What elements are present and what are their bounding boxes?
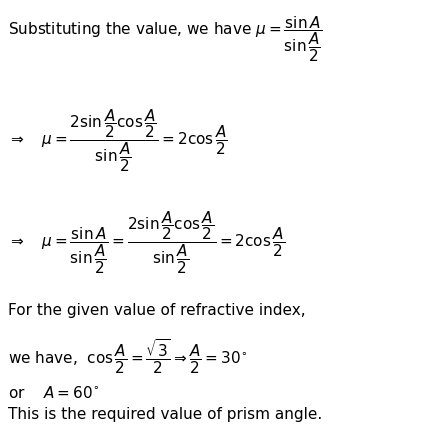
Text: For the given value of refractive index,: For the given value of refractive index,: [8, 303, 305, 318]
Text: Substituting the value, we have $\mu = \dfrac{\sin A}{\sin\dfrac{A}{2}}$: Substituting the value, we have $\mu = \…: [8, 15, 322, 64]
Text: This is the required value of prism angle.: This is the required value of prism angl…: [8, 407, 322, 422]
Text: or $\quad A = 60^{\circ}$: or $\quad A = 60^{\circ}$: [8, 385, 99, 401]
Text: $\Rightarrow \quad \mu = \dfrac{2\sin\dfrac{A}{2}\cos\dfrac{A}{2}}{\sin\dfrac{A}: $\Rightarrow \quad \mu = \dfrac{2\sin\df…: [8, 108, 228, 174]
Text: $\Rightarrow \quad \mu = \dfrac{\sin A}{\sin\dfrac{A}{2}} = \dfrac{2\sin\dfrac{A: $\Rightarrow \quad \mu = \dfrac{\sin A}{…: [8, 210, 285, 276]
Text: we have,  $\cos\dfrac{A}{2} = \dfrac{\sqrt{3}}{2} \Rightarrow \dfrac{A}{2} = 30^: we have, $\cos\dfrac{A}{2} = \dfrac{\sqr…: [8, 337, 247, 376]
